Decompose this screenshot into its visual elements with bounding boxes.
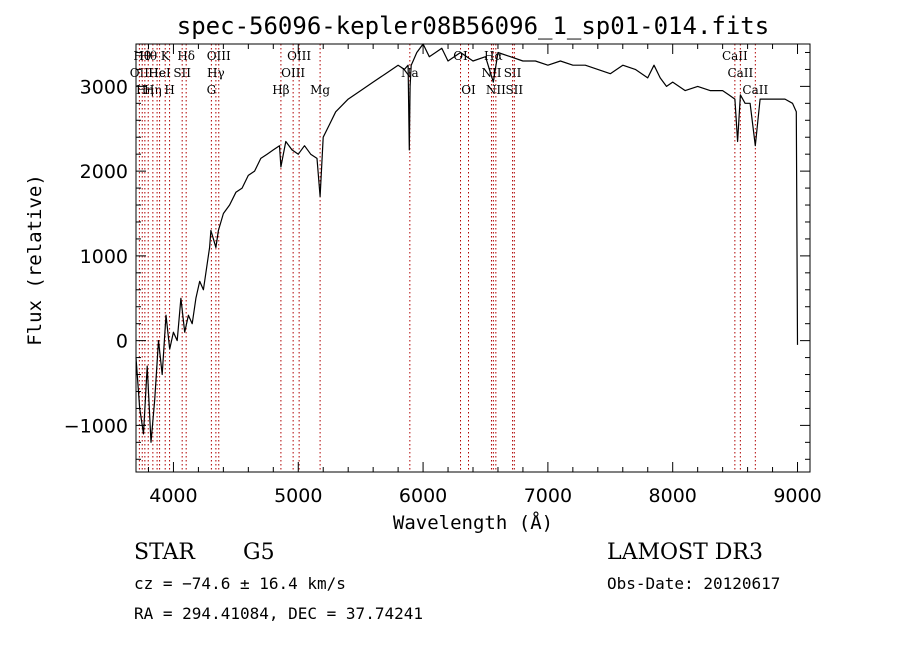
line-marker-label: OIII: [207, 49, 231, 63]
y-tick-label: −1000: [64, 415, 128, 437]
y-tick-label: 1000: [80, 246, 128, 268]
redshift-value: cz = −74.6 ± 16.4 km/s: [134, 574, 346, 593]
line-marker-label: OI: [453, 49, 468, 63]
line-marker-label: OII: [130, 66, 150, 80]
line-marker-label: OIII: [287, 49, 311, 63]
line-marker-label: NII: [486, 83, 506, 97]
line-marker-label: K: [161, 49, 171, 63]
survey-name: LAMOST DR3: [607, 540, 763, 565]
spectrum-series: [135, 43, 799, 443]
object-subclass: G5: [243, 540, 275, 565]
y-tick-label: 3000: [80, 76, 128, 98]
x-tick-labels: 4000 5000 6000 7000 8000 9000: [149, 485, 821, 507]
line-marker-label: Hγ: [207, 66, 225, 80]
line-marker-label: CaII: [722, 49, 748, 63]
x-tick-label: 8000: [649, 485, 697, 507]
chart-title: spec-56096-kepler08B56096_1_sp01-014.fit…: [177, 12, 769, 40]
line-marker-label: Hη: [144, 83, 162, 97]
line-marker-label: SII: [173, 66, 191, 80]
line-marker-label: NII: [481, 66, 501, 80]
plot-frame: [135, 43, 811, 473]
line-marker-label: Hδ: [177, 49, 195, 63]
observation-date: Obs-Date: 20120617: [607, 574, 780, 593]
x-tick-label: 9000: [773, 485, 821, 507]
x-tick-label: 6000: [399, 485, 447, 507]
line-marker-label: G: [207, 83, 217, 97]
axis-ticks: [136, 44, 810, 472]
line-marker-label: Na: [401, 66, 419, 80]
y-tick-label: 2000: [80, 161, 128, 183]
line-marker-label: Hβ: [272, 83, 289, 97]
line-marker-label: OIII: [281, 66, 305, 80]
spectrum-line: [135, 43, 799, 443]
line-marker-label: CaII: [742, 83, 768, 97]
line-marker-label: SII: [505, 83, 523, 97]
line-marker-label: He: [148, 66, 166, 80]
x-axis-label: Wavelength (Å): [393, 511, 553, 534]
x-tick-label: 7000: [524, 485, 572, 507]
y-tick-label: 0: [116, 331, 128, 353]
line-marker-label: HeI: [148, 66, 171, 80]
line-marker-label: OI: [461, 83, 476, 97]
line-marker-label: CaII: [727, 66, 753, 80]
x-tick-label: 5000: [274, 485, 322, 507]
line-marker-label: Mg: [310, 83, 330, 97]
x-tick-label: 4000: [149, 485, 197, 507]
object-class: STAR: [134, 540, 196, 565]
y-tick-labels: −1000 0 1000 2000 3000: [64, 76, 128, 437]
y-axis-label: Flux (relative): [24, 174, 46, 346]
line-marker-label: H: [164, 83, 174, 97]
spectral-line-markers: OIIHθHηHθHηHeHeIKHSIIHδGHγOIIIHβOIIIOIII…: [130, 44, 768, 472]
coordinates: RA = 294.41084, DEC = 37.74241: [134, 604, 423, 623]
line-marker-label: SII: [504, 66, 522, 80]
line-marker-label: Hθ: [139, 49, 157, 63]
